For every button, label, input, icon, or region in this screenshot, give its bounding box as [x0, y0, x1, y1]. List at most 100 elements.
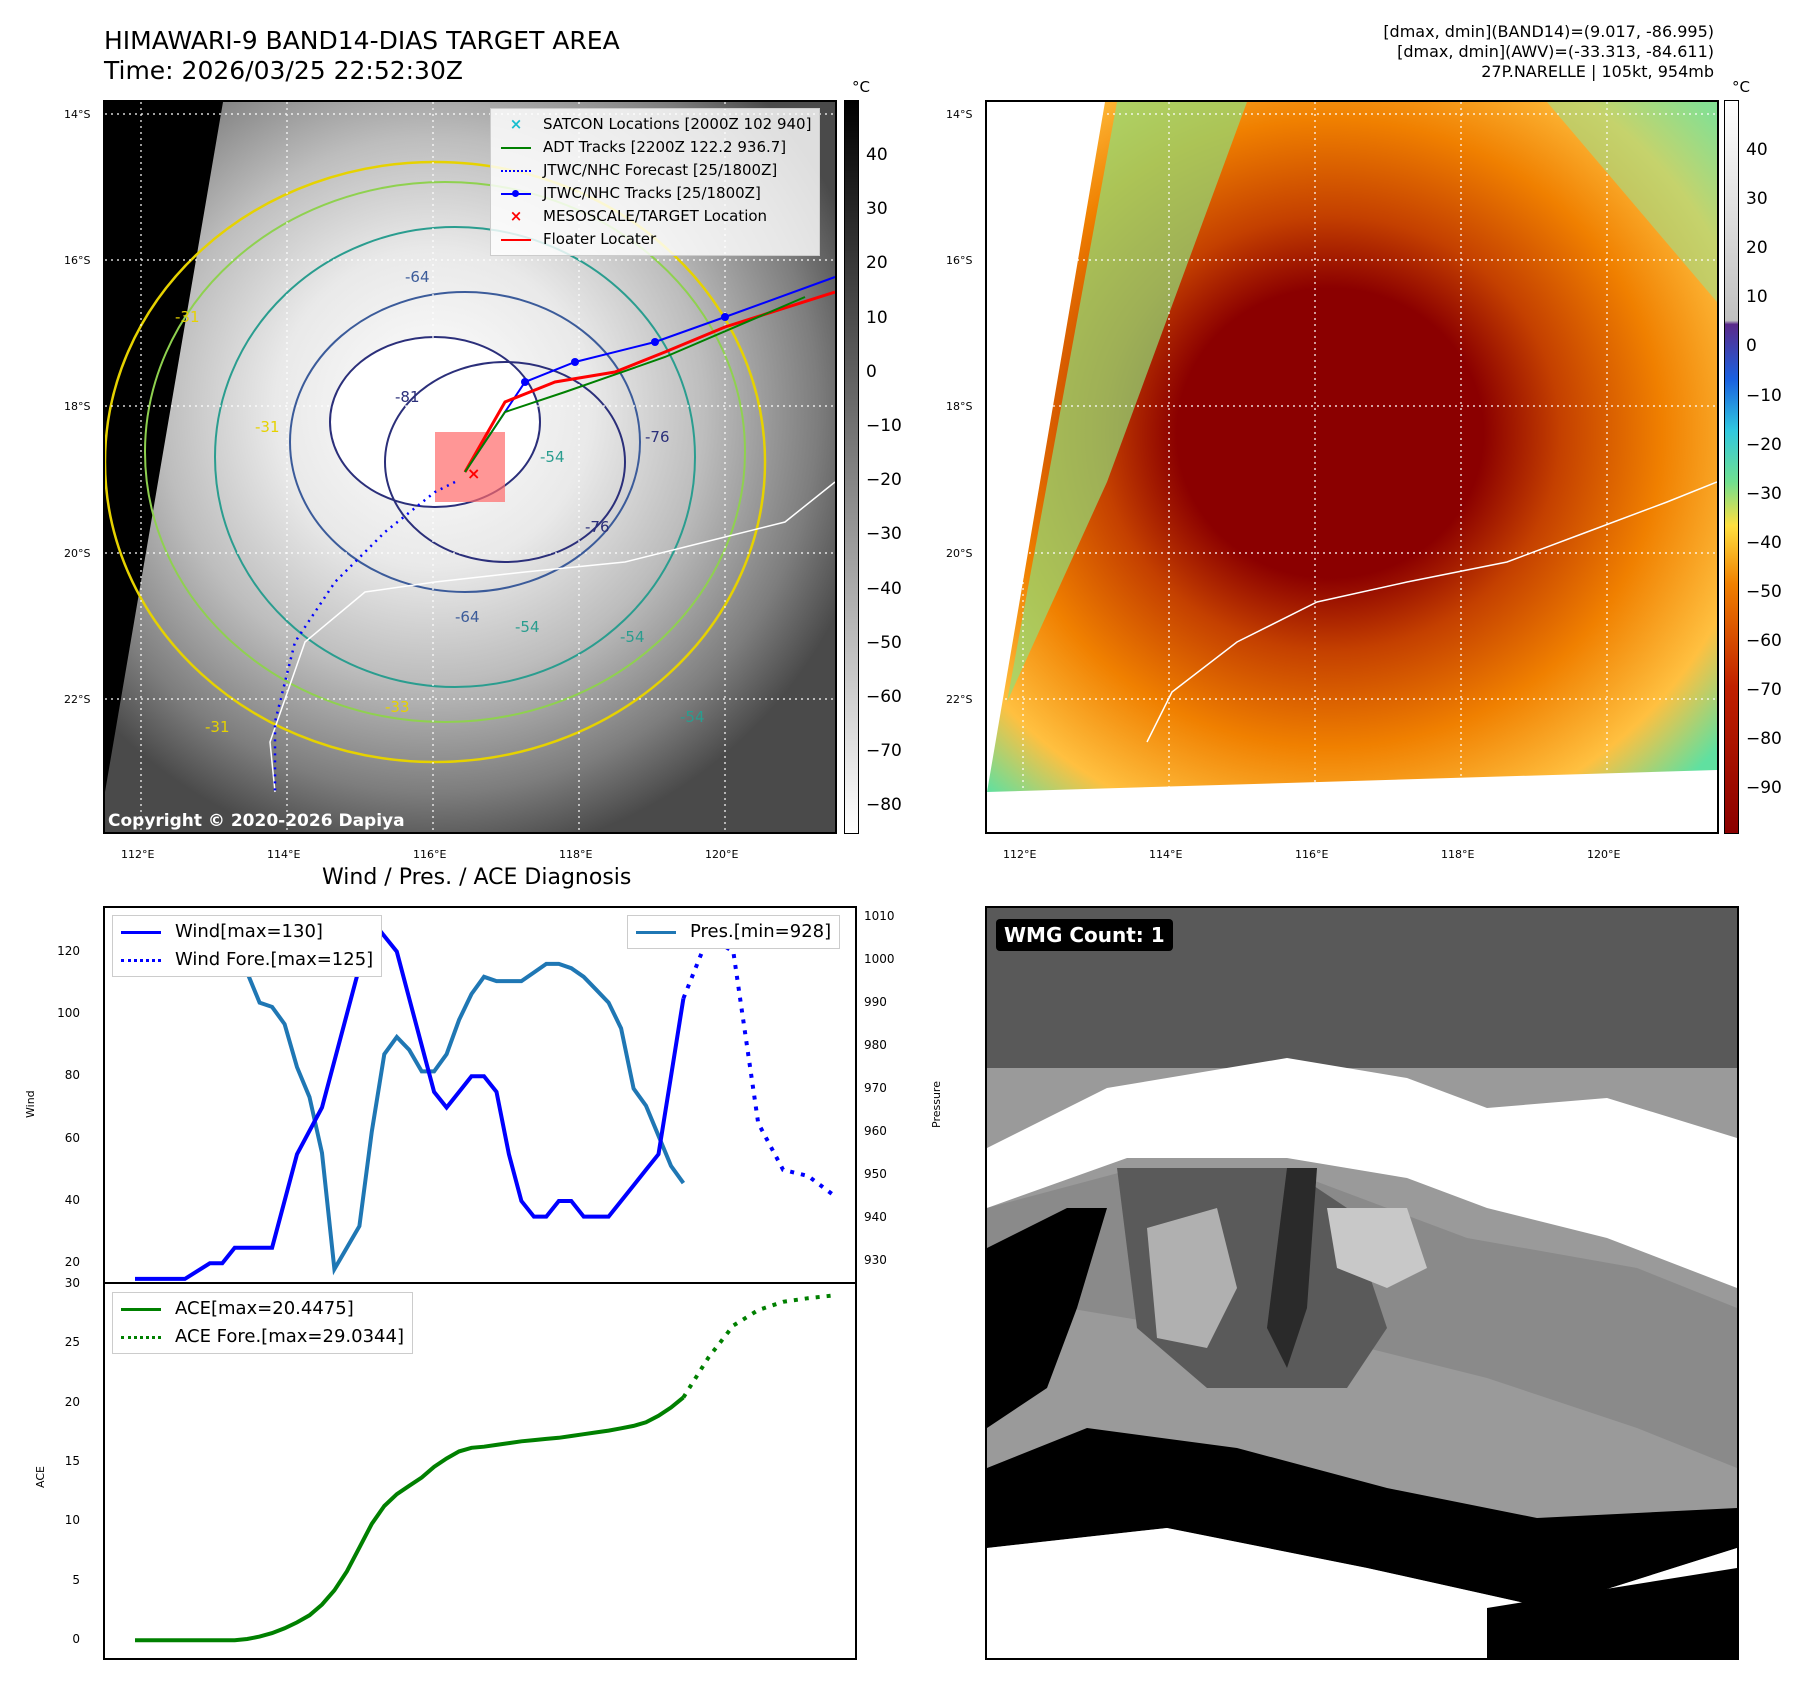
lon-label: 116°E [1295, 848, 1329, 861]
ace-legend-label: ACE[max=20.4475] [175, 1298, 354, 1319]
axis-tick-label: 60 [64, 1130, 80, 1145]
axis-tick-label: 80 [64, 1068, 80, 1083]
colorbar-tick-label: −50 [1746, 581, 1782, 602]
storm-info: [dmax, dmin](BAND14)=(9.017, -86.995) [d… [1383, 22, 1714, 82]
colorbar-tick-label: −70 [866, 741, 902, 762]
axis-tick-label: 950 [864, 1166, 887, 1181]
lat-label: 20°S [946, 547, 973, 560]
axis-tick-label: 960 [864, 1123, 887, 1138]
band14-map-image: × -64 -54 -76 -81 -31 -64 -54 -54 -76 -5… [105, 102, 835, 832]
lon-label: 112°E [121, 848, 155, 861]
colorbar-tick-label: 0 [1746, 336, 1757, 357]
contour-label: -81 [395, 388, 420, 406]
info-line-3: 27P.NARELLE | 105kt, 954mb [1481, 62, 1714, 81]
colorbar-tick-label: 30 [866, 199, 888, 220]
contour-ring [144, 181, 746, 723]
info-line-2: [dmax, dmin](AWV)=(-33.313, -84.611) [1397, 42, 1714, 61]
lon-label: 120°E [705, 848, 739, 861]
axis-tick-label: 120 [57, 943, 80, 958]
title-line-1: HIMAWARI-9 BAND14-DIAS TARGET AREA [104, 26, 620, 55]
lat-label: 16°S [64, 254, 91, 267]
axis-tick-label: 970 [864, 1080, 887, 1095]
colorbar-tick-label: 10 [866, 307, 888, 328]
lon-label: 116°E [413, 848, 447, 861]
colorbar-tick-label: −70 [1746, 680, 1782, 701]
axis-tick-label: 25 [64, 1335, 80, 1350]
map-legend: × SATCON Locations [2000Z 102 940] ADT Tr… [490, 108, 821, 256]
colorbar-tick-label: −30 [866, 524, 902, 545]
awv-gridlines [987, 102, 1717, 832]
lat-label: 20°S [64, 547, 91, 560]
lat-label: 22°S [946, 693, 973, 706]
contour-label: -31 [205, 718, 230, 736]
ace-axis-label: ACE [34, 1466, 47, 1488]
wind-series-line [135, 916, 686, 1281]
lon-label: 118°E [1441, 848, 1475, 861]
info-line-1: [dmax, dmin](BAND14)=(9.017, -86.995) [1383, 22, 1714, 41]
contour-label: -64 [455, 608, 480, 626]
contour-label: -54 [680, 708, 705, 726]
pres-legend: Pres.[min=928] [627, 915, 841, 949]
ace-panel [103, 1282, 857, 1660]
colorbar-tick-label: −50 [866, 632, 902, 653]
adt-track [464, 296, 806, 473]
colorbar-tick-label: −60 [866, 687, 902, 707]
lat-label: 14°S [64, 108, 91, 121]
colorbar-tick-label: −30 [1746, 483, 1782, 504]
colorbar-tick-label: 0 [866, 361, 877, 382]
awv-map-panel [985, 100, 1719, 834]
contour-label: -31 [175, 308, 200, 326]
axis-tick-label: 1010 [864, 908, 895, 923]
colorbar-unit: °C [852, 78, 870, 96]
legend-item-adt: ADT Tracks [2200Z 122.2 936.7] [499, 136, 811, 159]
legend-item-satcon: × SATCON Locations [2000Z 102 940] [509, 115, 812, 133]
lat-label: 18°S [64, 400, 91, 413]
lat-label: 16°S [946, 254, 973, 267]
colorbar-tick-label: −80 [866, 795, 902, 816]
colorbar-tick-label: 10 [1746, 287, 1768, 308]
legend-item-jtwc-tracks: JTWC/NHC Tracks [25/1800Z] [499, 182, 811, 205]
contour-ring [289, 291, 641, 593]
ace-fore-legend-label: ACE Fore.[max=29.0344] [175, 1326, 404, 1347]
band14-colorbar [844, 100, 859, 834]
legend-item-forecast: JTWC/NHC Forecast [25/1800Z] [499, 159, 811, 182]
lon-label: 120°E [1587, 848, 1621, 861]
lat-label: 14°S [946, 108, 973, 121]
colorbar-tick-label: 20 [866, 253, 888, 274]
colorbar-tick-label: −20 [1746, 434, 1782, 455]
contour-label: -54 [515, 618, 540, 636]
diagnosis-title: Wind / Pres. / ACE Diagnosis [322, 865, 632, 890]
colorbar-tick-label: −90 [1746, 778, 1782, 799]
wmg-count-badge: WMG Count: 1 [996, 919, 1173, 951]
contour-label: -33 [385, 698, 410, 716]
wind-legend: Wind[max=130] Wind Fore.[max=125] [112, 915, 383, 977]
wmg-panel [985, 906, 1739, 1660]
colorbar-tick-label: −40 [866, 578, 902, 599]
title-line-2: Time: 2026/03/25 22:52:30Z [104, 56, 463, 85]
target-marker: × [467, 464, 480, 483]
lon-label: 118°E [559, 848, 593, 861]
colorbar-tick-label: −60 [1746, 631, 1782, 651]
axis-tick-label: 940 [864, 1209, 887, 1224]
ace-forecast-series-line [681, 1293, 834, 1399]
colorbar-tick-label: −80 [1746, 729, 1782, 750]
target-area-box [435, 432, 505, 502]
ace-legend: ACE[max=20.4475] ACE Fore.[max=29.0344] [112, 1292, 413, 1354]
wind-axis-label: Wind [24, 1090, 37, 1118]
contour-label: -76 [585, 518, 610, 536]
colorbar-tick-label: 30 [1746, 189, 1768, 210]
awv-colorbar [1724, 100, 1739, 834]
coastline [269, 481, 835, 793]
floater-track [463, 290, 835, 473]
wind-fore-legend-label: Wind Fore.[max=125] [175, 949, 374, 970]
axis-tick-label: 930 [864, 1252, 887, 1267]
colorbar-tick-label: 20 [1746, 238, 1768, 259]
axis-tick-label: 990 [864, 994, 887, 1009]
contour-label: -76 [645, 428, 670, 446]
pres-legend-label: Pres.[min=928] [690, 921, 832, 942]
axis-tick-label: 1000 [864, 951, 895, 966]
contour-label: -54 [540, 448, 565, 466]
contour-ring [105, 160, 767, 764]
lat-label: 18°S [946, 400, 973, 413]
axis-tick-label: 980 [864, 1037, 887, 1052]
